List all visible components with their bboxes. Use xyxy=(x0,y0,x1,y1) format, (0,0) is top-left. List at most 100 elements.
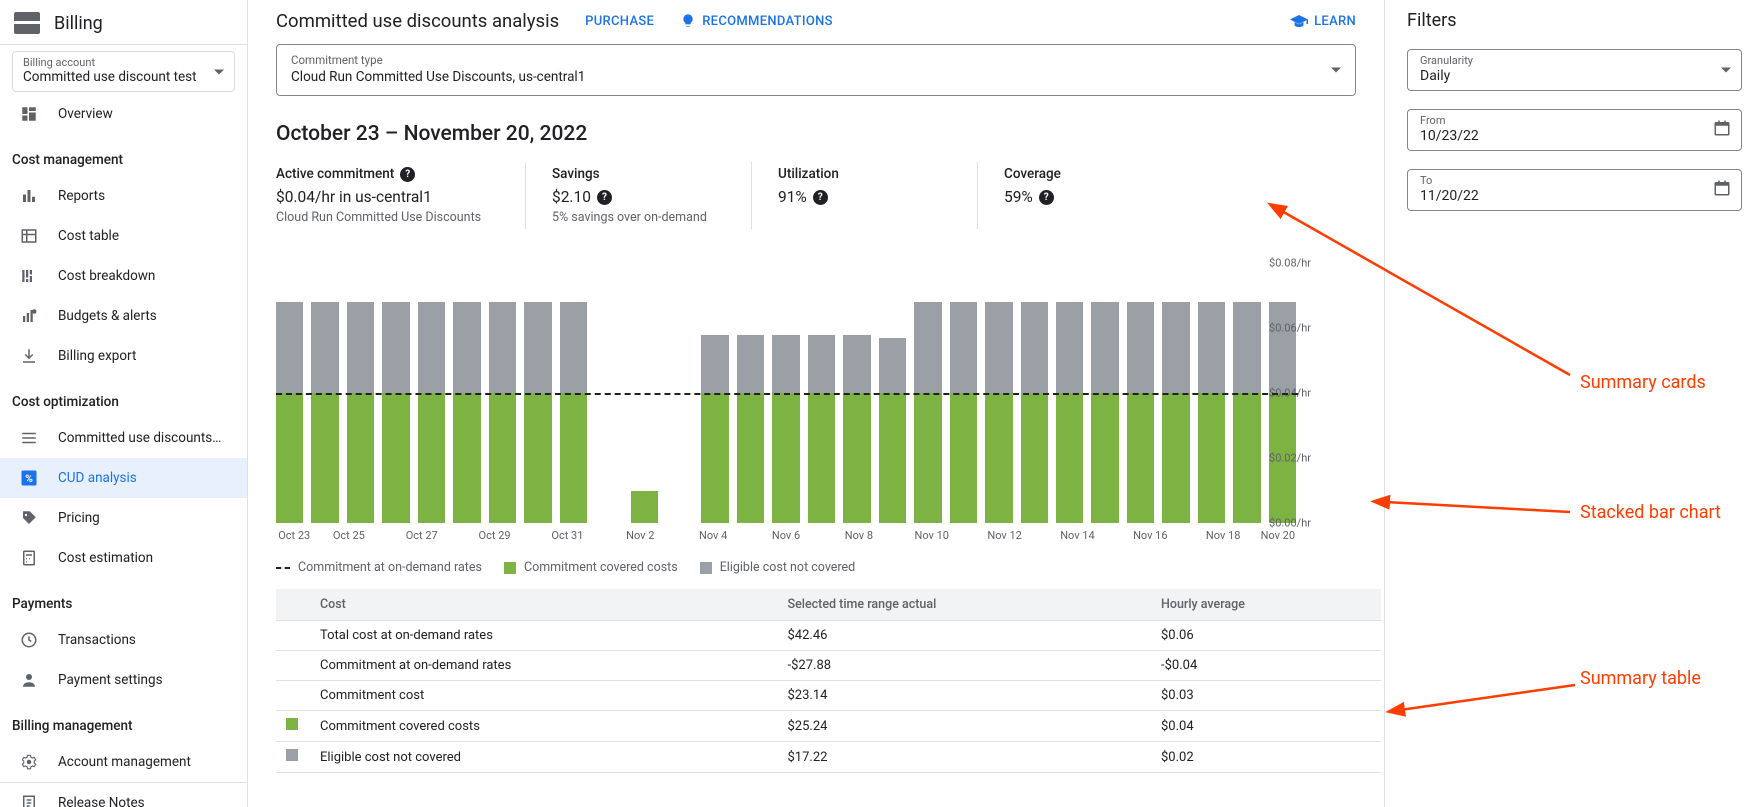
x-tick: Nov 12 xyxy=(968,529,1041,542)
x-tick: Nov 4 xyxy=(677,529,750,542)
lightbulb-icon xyxy=(680,13,696,29)
chevron-down-icon xyxy=(1721,68,1731,73)
billing-account-value: Committed use discount test xyxy=(23,69,224,85)
nav-item-cost-table[interactable]: Cost table xyxy=(0,216,247,256)
chevron-down-icon xyxy=(1331,68,1341,73)
commitment-type-selector[interactable]: Commitment type Cloud Run Committed Use … xyxy=(276,44,1356,96)
to-date-input[interactable]: To 11/20/22 xyxy=(1407,169,1742,211)
x-tick: Nov 2 xyxy=(604,529,677,542)
budgets-icon xyxy=(18,305,40,327)
product-title: Billing xyxy=(54,13,103,34)
from-date-input[interactable]: From 10/23/22 xyxy=(1407,109,1742,151)
commitment-type-value: Cloud Run Committed Use Discounts, us-ce… xyxy=(291,69,1341,85)
percent-icon: % xyxy=(18,467,40,489)
reports-icon xyxy=(18,185,40,207)
graduation-cap-icon xyxy=(1290,14,1308,28)
nav-item-cud-analysis[interactable]: % CUD analysis xyxy=(0,458,247,498)
purchase-link[interactable]: PURCHASE xyxy=(585,14,654,29)
x-tick: Oct 31 xyxy=(531,529,604,542)
nav-item-account-mgmt[interactable]: Account management xyxy=(0,742,247,782)
x-tick: Oct 29 xyxy=(458,529,531,542)
help-icon[interactable]: ? xyxy=(597,190,612,205)
gray-swatch-icon xyxy=(700,562,712,574)
billing-account-label: Billing account xyxy=(23,56,224,69)
table-row: Commitment covered costs$25.24$0.04 xyxy=(276,711,1381,742)
x-tick: Nov 14 xyxy=(1041,529,1114,542)
overview-icon xyxy=(18,103,40,125)
billing-account-selector[interactable]: Billing account Committed use discount t… xyxy=(12,51,235,92)
calendar-icon xyxy=(1713,119,1731,141)
nav-item-transactions[interactable]: Transactions xyxy=(0,620,247,660)
nav-item-cost-breakdown[interactable]: Cost breakdown xyxy=(0,256,247,296)
nav-item-release-notes[interactable]: Release Notes xyxy=(0,783,247,807)
recommendations-link[interactable]: RECOMMENDATIONS xyxy=(680,13,833,29)
notes-icon xyxy=(18,792,40,807)
card-active-commitment: Active commitment? $0.04/hr in us-centra… xyxy=(276,162,526,229)
breakdown-icon xyxy=(18,265,40,287)
nav-item-budgets[interactable]: Budgets & alerts xyxy=(0,296,247,336)
chevron-down-icon xyxy=(214,69,224,74)
person-icon xyxy=(18,669,40,691)
nav-header: Billing xyxy=(0,0,247,45)
main-header: Committed use discounts analysis PURCHAS… xyxy=(248,0,1384,42)
commitment-dash-line xyxy=(276,393,1298,395)
table-row: Eligible cost not covered$17.22$0.02 xyxy=(276,742,1381,773)
nav-item-reports[interactable]: Reports xyxy=(0,176,247,216)
nav-item-cud[interactable]: Committed use discounts… xyxy=(0,418,247,458)
summary-table: Cost Selected time range actual Hourly a… xyxy=(276,589,1381,773)
gear-icon xyxy=(18,751,40,773)
x-tick: Nov 10 xyxy=(895,529,968,542)
x-tick: Oct 27 xyxy=(385,529,458,542)
table-row: Total cost at on-demand rates$42.46$0.06 xyxy=(276,621,1381,651)
clock-icon xyxy=(18,629,40,651)
nav-item-cost-estimation[interactable]: Cost estimation xyxy=(0,538,247,578)
nav-item-billing-export[interactable]: Billing export xyxy=(0,336,247,376)
list-icon xyxy=(18,427,40,449)
export-icon xyxy=(18,345,40,367)
summary-cards: Active commitment? $0.04/hr in us-centra… xyxy=(276,162,1356,229)
stacked-bar-chart: $0.08/hr$0.06/hr$0.04/hr$0.02/hr$0.00/hr… xyxy=(276,263,1356,575)
calendar-icon xyxy=(1713,179,1731,201)
card-coverage: Coverage 59%? xyxy=(1004,162,1204,229)
card-utilization: Utilization 91%? xyxy=(778,162,978,229)
main-content: Committed use discounts analysis PURCHAS… xyxy=(248,0,1384,807)
nav-item-overview[interactable]: Overview xyxy=(0,94,247,134)
svg-text:%: % xyxy=(25,472,33,485)
nav-item-label: Overview xyxy=(58,106,113,122)
y-tick: $0.08/hr xyxy=(1269,257,1311,270)
x-tick: Nov 18 xyxy=(1187,529,1260,542)
granularity-selector[interactable]: Granularity Daily xyxy=(1407,49,1742,91)
nav-section-cost-optimization: Cost optimization xyxy=(0,376,247,418)
x-tick: Oct 23 xyxy=(276,529,312,542)
learn-link[interactable]: LEARN xyxy=(1290,14,1356,29)
billing-logo-icon xyxy=(14,12,40,34)
y-tick: $0.06/hr xyxy=(1269,322,1311,335)
date-range-title: October 23 – November 20, 2022 xyxy=(276,122,1356,146)
tag-icon xyxy=(18,507,40,529)
calculator-icon xyxy=(18,547,40,569)
nav-item-pricing[interactable]: Pricing xyxy=(0,498,247,538)
x-tick: Nov 16 xyxy=(1114,529,1187,542)
y-tick: $0.02/hr xyxy=(1269,452,1311,465)
card-savings: Savings $2.10? 5% savings over on-demand xyxy=(552,162,752,229)
nav-section-payments: Payments xyxy=(0,578,247,620)
filters-panel: Filters Granularity Daily From 10/23/22 … xyxy=(1384,0,1764,807)
page-title: Committed use discounts analysis xyxy=(276,10,559,32)
green-swatch-icon xyxy=(504,562,516,574)
y-tick: $0.00/hr xyxy=(1269,517,1311,530)
chart-legend: Commitment at on-demand rates Commitment… xyxy=(276,560,1356,575)
help-icon[interactable]: ? xyxy=(400,167,415,182)
help-icon[interactable]: ? xyxy=(1039,190,1054,205)
x-tick: Nov 20 xyxy=(1260,529,1296,542)
help-icon[interactable]: ? xyxy=(813,190,828,205)
nav-section-cost-management: Cost management xyxy=(0,134,247,176)
commitment-type-label: Commitment type xyxy=(291,53,1341,67)
nav-item-payment-settings[interactable]: Payment settings xyxy=(0,660,247,700)
x-tick: Nov 6 xyxy=(750,529,823,542)
x-tick: Oct 25 xyxy=(312,529,385,542)
filters-title: Filters xyxy=(1407,10,1742,31)
table-row: Commitment at on-demand rates-$27.88-$0.… xyxy=(276,651,1381,681)
dash-swatch-icon xyxy=(276,567,290,569)
left-nav: Billing Billing account Committed use di… xyxy=(0,0,248,807)
table-row: Commitment cost$23.14$0.03 xyxy=(276,681,1381,711)
